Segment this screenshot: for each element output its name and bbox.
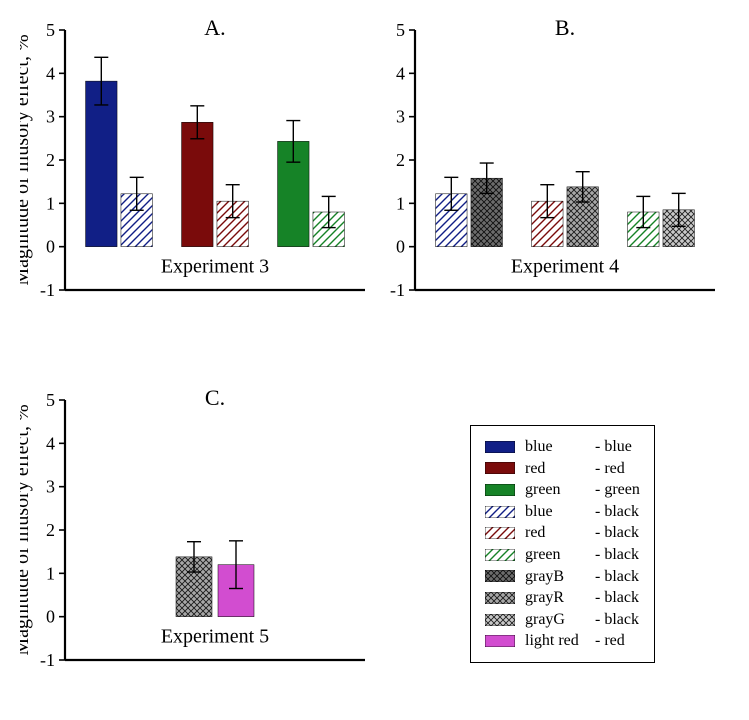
legend-label-a: red [525, 458, 595, 480]
legend-label-a: green [525, 544, 595, 566]
ytick-label: 3 [46, 107, 55, 127]
legend-swatch [485, 570, 515, 582]
legend-label-b: - black [595, 544, 639, 566]
legend: blue- bluered- redgreen- greenblue- blac… [470, 425, 655, 663]
ytick-label: 5 [46, 390, 55, 410]
ytick-label: 1 [46, 563, 55, 583]
panel-b-svg: -1 0 1 2 3 4 5 B. Experiment 4 [370, 10, 730, 350]
legend-swatch [485, 527, 515, 539]
ytick-label: 5 [46, 20, 55, 40]
ytick-label: 1 [396, 193, 405, 213]
ytick-label: 0 [46, 237, 55, 257]
ytick-label: -1 [390, 280, 405, 300]
legend-swatch [485, 441, 515, 453]
legend-label-b: - black [595, 522, 639, 544]
legend-label-a: blue [525, 501, 595, 523]
legend-swatch [485, 614, 515, 626]
legend-label-b: - red [595, 458, 625, 480]
legend-item: red- red [485, 458, 640, 480]
y-axis-label: Magnitude of illusory effect, % [20, 404, 33, 655]
legend-label-a: blue [525, 436, 595, 458]
bar [182, 122, 214, 246]
legend-swatch [485, 484, 515, 496]
legend-item: grayR- black [485, 587, 640, 609]
panel-b: -1012345B.Experiment 4 [410, 20, 710, 340]
legend-label-a: grayG [525, 609, 595, 631]
legend-label-a: light red [525, 630, 595, 652]
ytick-label: 4 [46, 63, 55, 83]
ytick-label: 3 [46, 477, 55, 497]
panel-title: A. [204, 15, 225, 40]
ytick-label: 0 [46, 607, 55, 627]
legend-swatch [485, 506, 515, 518]
legend-label-b: - black [595, 566, 639, 588]
ytick-label: -1 [40, 280, 55, 300]
panel-title: C. [205, 385, 225, 410]
ytick-label: 2 [46, 150, 55, 170]
ytick-label: 1 [46, 193, 55, 213]
legend-label-a: grayB [525, 566, 595, 588]
ytick-label: -1 [40, 650, 55, 670]
legend-label-b: - black [595, 609, 639, 631]
x-axis-label: Experiment 4 [511, 256, 619, 278]
y-axis-label: Magnitude of illusory effect, % [20, 34, 33, 285]
legend-label-b: - blue [595, 436, 632, 458]
x-axis-label: Experiment 5 [161, 626, 269, 648]
x-axis-label: Experiment 3 [161, 256, 269, 278]
legend-swatch [485, 592, 515, 604]
legend-item: red- black [485, 522, 640, 544]
panel-a-svg: -1 0 1 2 3 4 5 A. Magnitude of illusory effect, … [20, 10, 380, 350]
legend-label-a: red [525, 522, 595, 544]
bar [86, 81, 118, 247]
ytick-label: 0 [396, 237, 405, 257]
legend-swatch [485, 462, 515, 474]
legend-item: grayB- black [485, 566, 640, 588]
legend-label-b: - black [595, 501, 639, 523]
legend-label-a: grayR [525, 587, 595, 609]
legend-item: green- black [485, 544, 640, 566]
legend-swatch [485, 549, 515, 561]
panel-c: -1012345C.Magnitude of illusory effect, … [60, 390, 360, 710]
legend-item: grayG- black [485, 609, 640, 631]
legend-label-a: green [525, 479, 595, 501]
legend-label-b: - black [595, 587, 639, 609]
ytick-label: 2 [396, 150, 405, 170]
ytick-label: 4 [46, 433, 55, 453]
legend-swatch [485, 635, 515, 647]
panel-title: B. [555, 15, 575, 40]
panel-a: -1012345A.Magnitude of illusory effect, … [60, 20, 360, 340]
ytick-label: 3 [396, 107, 405, 127]
legend-item: green- green [485, 479, 640, 501]
ytick-label: 2 [46, 520, 55, 540]
legend-label-b: - green [595, 479, 640, 501]
legend-item: blue- black [485, 501, 640, 523]
ytick-label: 5 [396, 20, 405, 40]
legend-item: light red- red [485, 630, 640, 652]
ytick-label: 4 [396, 63, 405, 83]
legend-item: blue- blue [485, 436, 640, 458]
legend-label-b: - red [595, 630, 625, 652]
panel-c-svg: -1 0 1 2 3 4 5 C. Magnitude of illusory effect, … [20, 380, 380, 720]
figure: -1 0 1 2 3 4 5 A. Magnitude of illusory effect, … [0, 0, 749, 713]
